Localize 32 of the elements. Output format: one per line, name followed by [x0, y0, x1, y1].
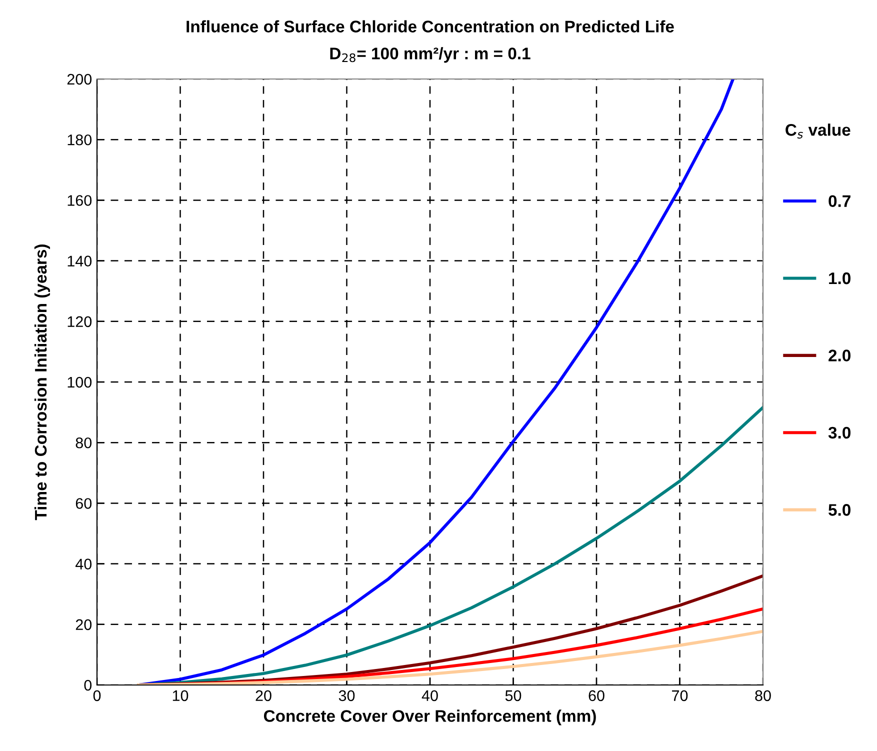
x-tick-label: 80: [755, 690, 771, 702]
y-tick-label: 20: [76, 619, 92, 630]
line-series: [137, 630, 763, 685]
x-tick-label: 40: [422, 690, 438, 702]
legend-title: C$_{s}$ value: [786, 124, 850, 139]
y-tick-label: 180: [68, 134, 92, 146]
legend-label: 0.7: [828, 195, 850, 208]
y-tick-label: 0: [84, 680, 92, 691]
legend-label: 1.0: [829, 272, 850, 284]
chart-subtitle: D$_{28}$= 100 mm²/yr : m = 0.1: [330, 47, 530, 63]
x-tick-label: 30: [338, 690, 355, 702]
y-tick-label: 140: [68, 256, 92, 266]
line-series: [137, 79, 735, 685]
x-tick-label: 20: [256, 690, 272, 702]
x-tick-label: 60: [588, 690, 604, 702]
x-tick-label: 10: [172, 690, 188, 702]
y-tick-label: 60: [76, 498, 92, 509]
y-axis-title: Time to Corrosion Initiation (years): [34, 244, 50, 520]
x-tick-label: 70: [672, 690, 688, 702]
x-axis-title: Concrete Cover Over Reinforcement (mm): [264, 710, 596, 726]
y-tick-label: 200: [67, 74, 92, 85]
legend-label: 5.0: [828, 504, 850, 516]
chart-title: Influence of Surface Chloride Concentration on Predicted Life: [186, 20, 674, 32]
y-tick-label: 80: [76, 437, 92, 448]
x-tick-label: 0: [93, 690, 101, 702]
legend-label: 3.0: [828, 426, 850, 439]
y-tick-label: 160: [68, 195, 92, 206]
y-tick-label: 100: [68, 376, 92, 388]
legend-label: 2.0: [828, 350, 850, 362]
y-tick-label: 120: [68, 316, 92, 328]
x-tick-label: 50: [505, 690, 522, 702]
y-tick-label: 40: [76, 558, 92, 570]
